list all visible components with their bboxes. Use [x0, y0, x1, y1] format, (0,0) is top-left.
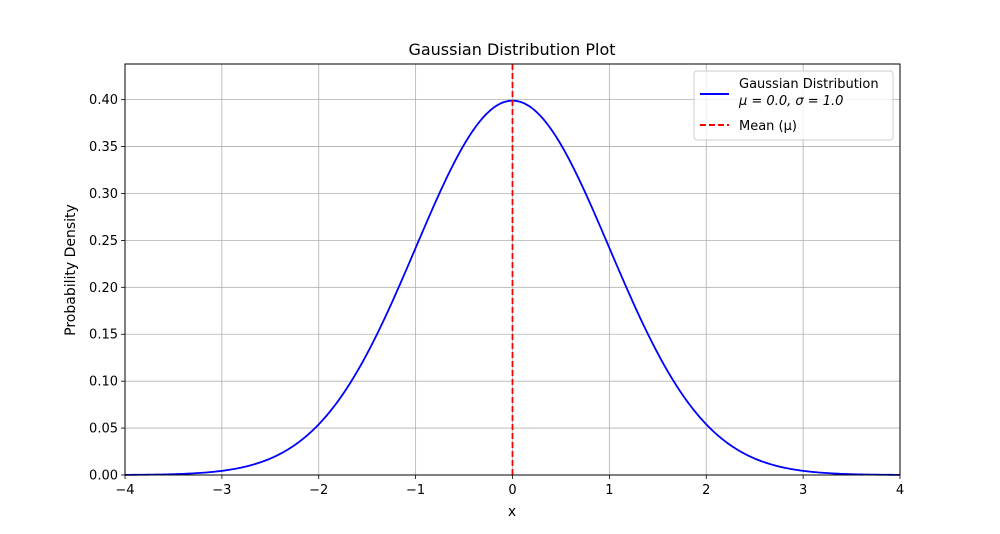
x-tick-label: 3	[799, 483, 807, 498]
legend-box	[693, 70, 894, 141]
legend-gaussian-label-line2: μ = 0.0, σ = 1.0	[738, 94, 843, 109]
y-tick-label: 0.35	[89, 140, 118, 155]
x-tick-label: 4	[896, 483, 904, 498]
y-axis-title: Probability Density	[63, 204, 79, 336]
x-tick-label: −3	[212, 483, 231, 498]
legend: Gaussian Distribution μ = 0.0, σ = 1.0 M…	[693, 70, 894, 141]
y-tick-label: 0.30	[89, 187, 118, 202]
y-tick-label: 0.00	[89, 469, 118, 484]
x-tick-label: −2	[309, 483, 328, 498]
x-axis-title: x	[508, 504, 516, 520]
ticks: −4 −3 −2 −1 0 1 2 3 4 0.00 0.05 0.10 0.15 0.20 0.25 0.3…	[89, 93, 904, 498]
x-tick-label: 1	[605, 483, 613, 498]
y-tick-label: 0.10	[89, 375, 118, 390]
y-tick-label: 0.15	[89, 328, 118, 343]
legend-gaussian-label-line1: Gaussian Distribution	[739, 77, 879, 92]
y-tick-label: 0.25	[89, 234, 118, 249]
y-tick-label: 0.40	[89, 93, 118, 108]
x-tick-label: −4	[115, 483, 134, 498]
y-tick-label: 0.20	[89, 281, 118, 296]
x-tick-label: −1	[406, 483, 425, 498]
x-tick-label: 2	[702, 483, 710, 498]
plot-frame	[124, 63, 901, 476]
y-tick-label: 0.05	[89, 422, 118, 437]
x-tick-label: 0	[508, 483, 516, 498]
curve-layer	[124, 64, 901, 476]
legend-mean-label: Mean (μ)	[739, 119, 797, 134]
chart-title: Gaussian Distribution Plot	[408, 40, 615, 59]
